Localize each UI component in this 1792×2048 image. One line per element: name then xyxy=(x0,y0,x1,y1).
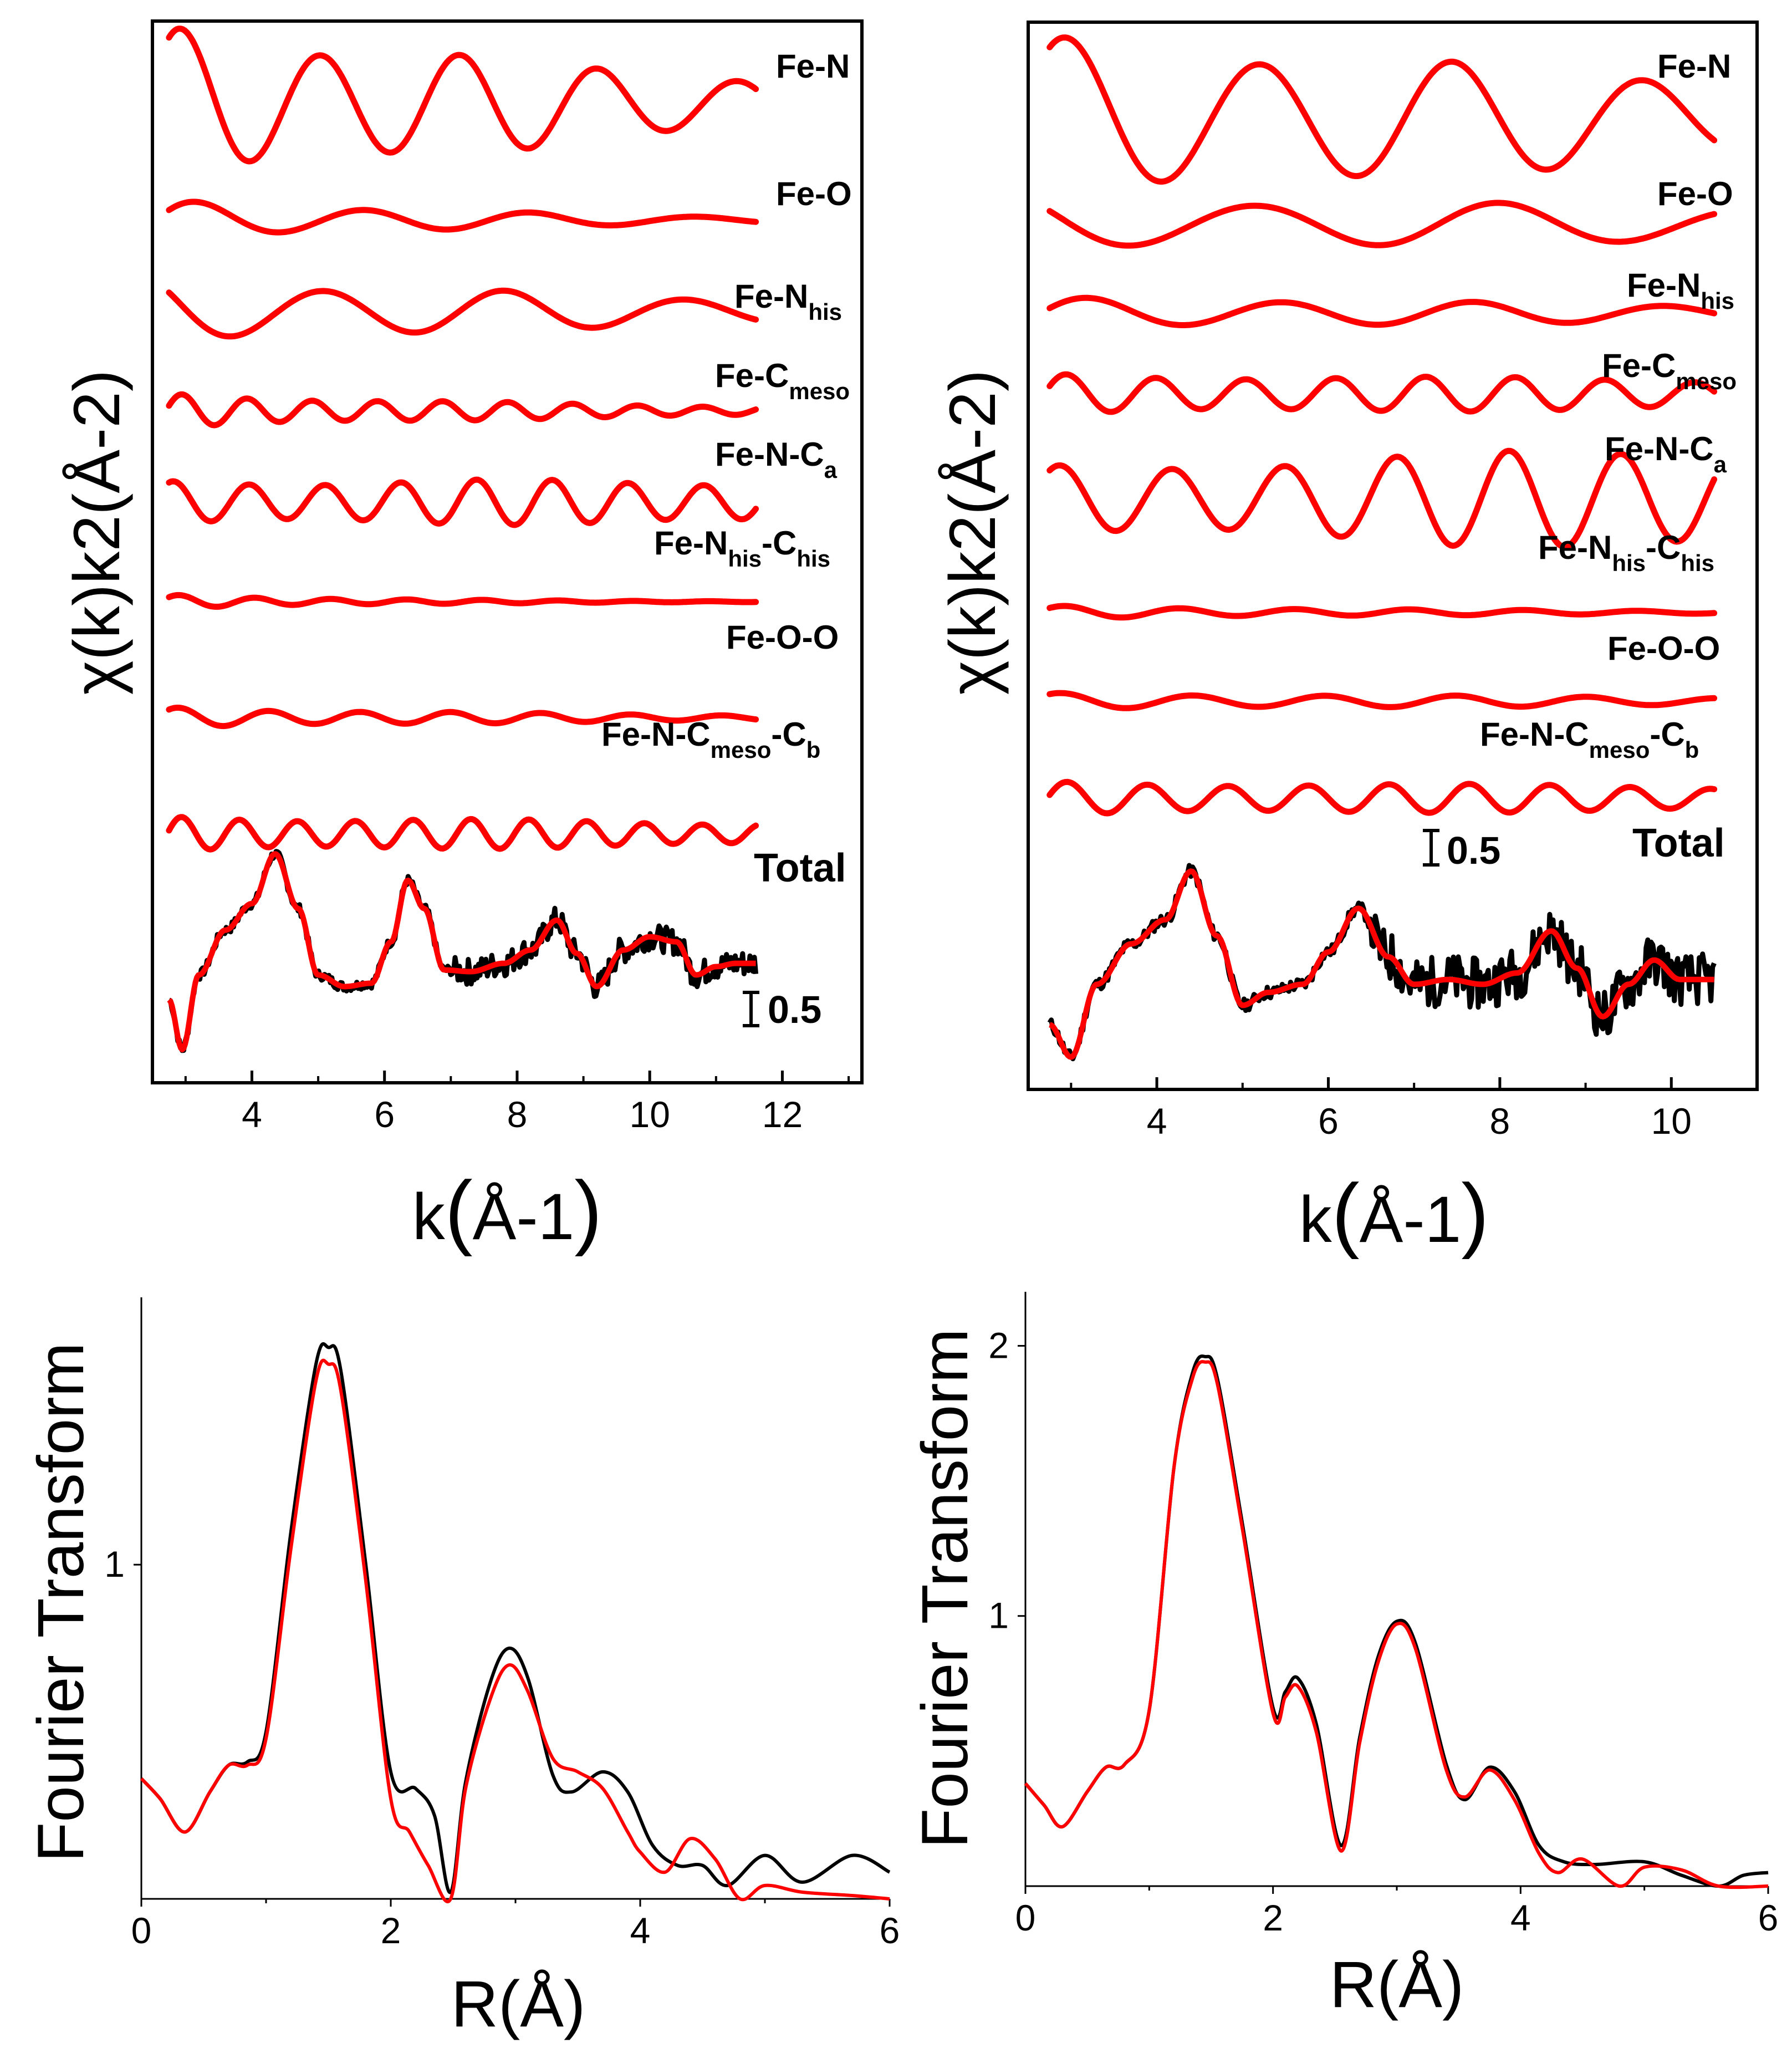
x-tick-label: 2 xyxy=(381,1910,401,1951)
x-tick-label: 6 xyxy=(880,1910,900,1951)
component-curve xyxy=(1046,603,1718,621)
component-curve xyxy=(166,592,759,610)
x-tick-label: 2 xyxy=(1263,1897,1283,1938)
plot-frame xyxy=(1027,21,1759,1091)
data-curve xyxy=(1024,1354,1769,1888)
component-label: Fe-Cmeso xyxy=(1602,347,1737,394)
x-tick-label: 4 xyxy=(1147,1101,1167,1142)
x-tick-label: 10 xyxy=(1651,1101,1692,1142)
data-curve xyxy=(140,1342,891,1894)
panel-top-right: 4 6 8 10 Fe-N Fe-O Fe-Nhis Fe-Cmeso Fe-N-Ca… xyxy=(936,21,1759,1260)
total-curves xyxy=(167,849,759,1053)
total-fit-curve xyxy=(167,851,757,1053)
component-curve xyxy=(166,705,759,730)
x-tick-label: 12 xyxy=(762,1094,803,1135)
x-tick-label: 4 xyxy=(1510,1897,1531,1938)
fit-curve xyxy=(140,1358,890,1903)
y-axis-label: χ(k)k2(Å-2) xyxy=(60,370,134,695)
component-label: Fe-Cmeso xyxy=(715,357,850,404)
component-label: Fe-Nhis xyxy=(1627,267,1734,314)
scale-bar: 0.5 xyxy=(1423,829,1500,872)
x-tick-label: 0 xyxy=(1015,1897,1036,1938)
component-label: Fe-N-Ca xyxy=(715,436,838,483)
component-curves xyxy=(1046,34,1718,817)
total-data-curve xyxy=(1047,863,1717,1062)
svg-text:0.5: 0.5 xyxy=(768,988,821,1031)
component-curve xyxy=(166,26,759,165)
component-curve xyxy=(1046,690,1718,711)
component-label: Fe-N xyxy=(1657,48,1731,85)
component-label: Fe-N-Cmeso-Cb xyxy=(1480,716,1699,763)
component-label: Fe-Nhis xyxy=(734,278,842,325)
y-tick-label: 1 xyxy=(988,1595,1009,1636)
panel-bottom-right: 0 2 4 6 1 2 Fourier Transform R(Å) xyxy=(908,1292,1778,2021)
component-label: Fe-N xyxy=(776,48,850,85)
x-tick-label: 6 xyxy=(374,1094,395,1135)
panel-bottom-left: 0 2 4 6 1 Fourier Transform R(Å) xyxy=(24,1297,900,2041)
component-label: Fe-O-O xyxy=(726,619,839,656)
component-curve xyxy=(1046,294,1718,328)
x-tick-label: 4 xyxy=(242,1094,262,1135)
component-label: Fe-Nhis-Chis xyxy=(654,524,830,572)
component-curve xyxy=(1046,34,1718,185)
x-axis-label: k(Å-1) xyxy=(412,1164,603,1257)
x-axis-label: R(Å) xyxy=(1330,1948,1464,2021)
ft-curves xyxy=(140,1342,891,1903)
ft-curves xyxy=(1024,1354,1769,1889)
x-tick-label: 6 xyxy=(1758,1897,1779,1938)
total-label: Total xyxy=(754,846,846,890)
component-label: Fe-O-O xyxy=(1607,630,1720,667)
plot-frame xyxy=(151,19,864,1084)
component-curves xyxy=(166,26,759,853)
y-tick-label: 1 xyxy=(104,1543,125,1585)
x-tick-label: 4 xyxy=(630,1910,651,1951)
x-tick-label: 6 xyxy=(1318,1101,1339,1142)
x-tick-label: 8 xyxy=(507,1094,528,1135)
x-axis-label: R(Å) xyxy=(451,1968,586,2041)
axis-ticks: 0 2 4 6 1 xyxy=(104,1543,900,1951)
component-label: Fe-O xyxy=(776,175,852,212)
x-axis-label: k(Å-1) xyxy=(1299,1166,1489,1260)
x-tick-label: 10 xyxy=(629,1094,670,1135)
fit-curve xyxy=(1024,1360,1769,1889)
component-curve xyxy=(166,476,759,528)
y-axis-label: Fourier Transform xyxy=(908,1328,982,1848)
component-curve xyxy=(1046,371,1718,415)
component-curve xyxy=(166,287,759,340)
component-curve xyxy=(166,814,759,853)
axis-ticks: 0 2 4 6 1 2 xyxy=(988,1324,1778,1938)
x-axis-ticks: 4 6 8 10 xyxy=(1070,1077,1758,1142)
y-tick-label: 2 xyxy=(988,1324,1009,1366)
total-curves xyxy=(1047,863,1717,1062)
total-data-curve xyxy=(167,849,759,1053)
component-label: Fe-Nhis-Chis xyxy=(1538,529,1714,576)
component-curve xyxy=(166,198,759,236)
x-tick-label: 0 xyxy=(131,1910,152,1951)
y-axis-label: Fourier Transform xyxy=(24,1342,98,1862)
total-label: Total xyxy=(1632,821,1725,865)
scale-bar: 0.5 xyxy=(743,988,821,1031)
component-label: Fe-N-Ca xyxy=(1605,430,1727,477)
svg-text:0.5: 0.5 xyxy=(1447,829,1500,872)
x-axis-ticks: 4 6 8 10 12 xyxy=(184,1071,850,1135)
component-label: Fe-N-Cmeso-Cb xyxy=(601,716,820,763)
panel-top-left: 4 6 8 10 12 Fe-N Fe-O Fe-Nhis Fe-Cmeso Fe-N-… xyxy=(60,19,864,1257)
component-curve xyxy=(166,391,759,429)
component-curve xyxy=(1046,447,1718,550)
x-tick-label: 8 xyxy=(1490,1101,1510,1142)
total-fit-curve xyxy=(1048,868,1716,1060)
component-curve xyxy=(1046,200,1718,249)
component-curve xyxy=(1046,778,1718,817)
y-axis-label: χ(k)k2(Å-2) xyxy=(936,370,1009,695)
component-label: Fe-O xyxy=(1657,175,1733,212)
